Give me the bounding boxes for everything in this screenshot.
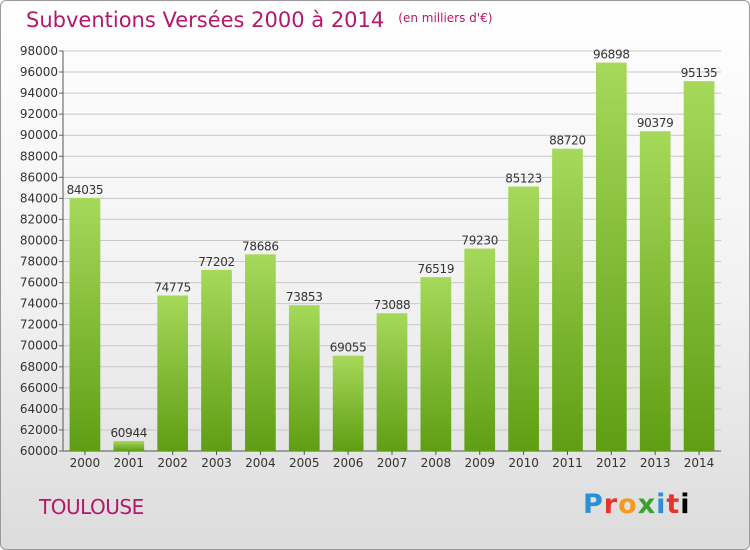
y-tick-label: 84000 (20, 191, 58, 205)
data-label-2000: 84035 (67, 183, 104, 197)
x-tick-label-2007: 2007 (377, 456, 408, 470)
x-tick-label-2006: 2006 (333, 456, 364, 470)
x-tick-label-2014: 2014 (684, 456, 715, 470)
x-tick-label-2002: 2002 (157, 456, 188, 470)
bar-2010 (508, 186, 539, 451)
bar-2007 (376, 313, 408, 451)
x-tick-label-2012: 2012 (596, 456, 627, 470)
data-label-2013: 90379 (637, 116, 674, 130)
x-tick-label-2010: 2010 (508, 456, 539, 470)
bar-2008 (420, 277, 452, 451)
data-label-2003: 77202 (198, 255, 235, 269)
data-label-2006: 69055 (330, 341, 367, 355)
y-tick-label: 64000 (20, 402, 58, 416)
data-label-2009: 79230 (461, 234, 498, 248)
bar-2004 (245, 254, 276, 451)
bar-2009 (464, 248, 496, 451)
y-tick-label: 98000 (20, 44, 58, 58)
bar-2003 (201, 269, 232, 451)
y-tick-label: 70000 (20, 339, 58, 353)
data-label-2001: 60944 (110, 426, 147, 440)
bar-2000 (69, 198, 101, 451)
y-tick-label: 92000 (20, 107, 58, 121)
x-tick-label-2008: 2008 (421, 456, 452, 470)
y-tick-label: 90000 (20, 128, 58, 142)
bar-2001 (113, 441, 145, 451)
unit-text: (en milliers d'€) (398, 11, 493, 25)
proxiti-logo: Proxiti (583, 489, 691, 520)
y-tick-label: 60000 (20, 444, 58, 458)
bar-2012 (595, 62, 627, 451)
data-label-2007: 73088 (374, 298, 411, 312)
y-tick-label: 82000 (20, 212, 58, 226)
y-tick-label: 88000 (20, 149, 58, 163)
y-tick-label: 78000 (20, 255, 58, 269)
bar-2005 (288, 305, 320, 451)
data-label-2012: 96898 (593, 48, 630, 62)
bar-2013 (639, 131, 671, 451)
y-tick-label: 96000 (20, 65, 58, 79)
commune-name: TOULOUSE (39, 495, 144, 519)
x-tick-label-2003: 2003 (201, 456, 232, 470)
bar-2011 (552, 148, 583, 451)
data-label-2005: 73853 (286, 290, 323, 304)
y-tick-label: 72000 (20, 318, 58, 332)
title-text: Subventions Versées 2000 à 2014 (26, 8, 385, 32)
y-tick-label: 80000 (20, 233, 58, 247)
chart-title: Subventions Versées 2000 à 2014 (en milli… (26, 8, 492, 32)
y-tick-label: 62000 (20, 423, 58, 437)
data-label-2004: 78686 (242, 239, 279, 253)
bar-2002 (157, 295, 189, 451)
x-tick-label-2009: 2009 (464, 456, 495, 470)
data-label-2010: 85123 (505, 172, 542, 186)
bar-2006 (332, 355, 364, 451)
y-tick-label: 66000 (20, 381, 58, 395)
y-tick-label: 86000 (20, 170, 58, 184)
x-tick-label-2005: 2005 (289, 456, 320, 470)
y-tick-label: 68000 (20, 360, 58, 374)
x-tick-label-2000: 2000 (70, 456, 101, 470)
y-tick-label: 76000 (20, 276, 58, 290)
bar-2014 (683, 81, 715, 451)
x-tick-label-2001: 2001 (114, 456, 145, 470)
data-label-2011: 88720 (549, 134, 586, 148)
y-tick-label: 94000 (20, 86, 58, 100)
data-label-2014: 95135 (681, 66, 718, 80)
data-label-2002: 74775 (154, 280, 191, 294)
x-tick-label-2013: 2013 (640, 456, 671, 470)
y-tick-label: 74000 (20, 297, 58, 311)
x-tick-label-2004: 2004 (245, 456, 276, 470)
x-tick-label-2011: 2011 (552, 456, 583, 470)
data-label-2008: 76519 (418, 262, 455, 276)
